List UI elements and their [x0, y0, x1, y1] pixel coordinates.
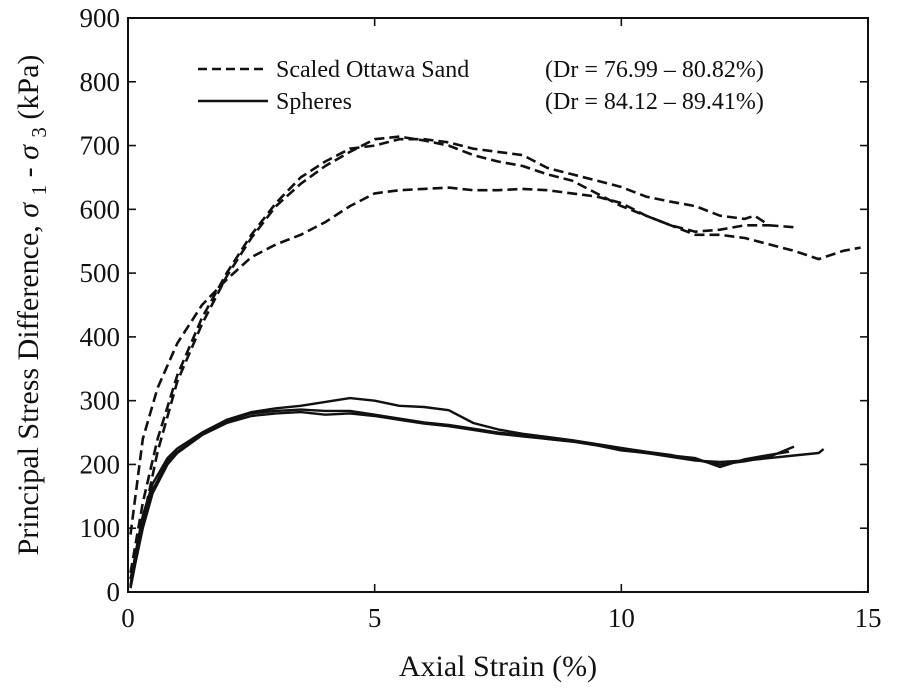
legend-range-spheres: (Dr = 84.12 – 89.41%) — [545, 89, 764, 115]
x-tick-label: 0 — [121, 603, 135, 633]
y-axis-label-prefix: Principal Stress Difference, — [12, 218, 45, 556]
y-axis-label-sub3: 3 — [27, 127, 51, 138]
y-tick-label: 100 — [80, 513, 121, 543]
spheres-series-4 — [129, 408, 790, 588]
y-tick-label: 700 — [80, 131, 121, 161]
y-tick-label: 200 — [80, 449, 121, 479]
plot-frame — [127, 17, 869, 593]
y-tick-label: 800 — [80, 67, 121, 97]
y-axis-label-sigma1: σ — [12, 202, 45, 218]
y-tick-label: 500 — [80, 258, 121, 288]
y-tick-label: 300 — [80, 386, 121, 416]
legend-label-spheres: Spheres — [276, 89, 352, 115]
series-layer — [129, 135, 861, 589]
y-axis-label-unit: (kPa) — [12, 55, 45, 120]
x-axis-label: Axial Strain (%) — [399, 650, 597, 683]
y-tick-label: 900 — [80, 3, 121, 33]
ottawa-sand-series-2 — [129, 135, 770, 580]
ottawa-sand-series-0 — [129, 186, 861, 535]
x-tick-label: 15 — [855, 603, 882, 633]
y-axis-label-sigma3: σ — [12, 144, 45, 160]
spheres-series-5 — [129, 410, 825, 589]
y-tick-label: 0 — [107, 577, 121, 607]
y-axis-label-mid: - — [12, 160, 45, 178]
x-tick-label: 5 — [368, 603, 382, 633]
legend-range-ottawa-sand: (Dr = 76.99 – 80.82%) — [545, 57, 764, 83]
x-tick-label: 10 — [608, 603, 635, 633]
y-axis-label-sub1: 1 — [27, 185, 51, 196]
y-tick-label: 600 — [80, 194, 121, 224]
y-tick-label: 400 — [80, 322, 121, 352]
legend: Scaled Ottawa Sand (Dr = 76.99 – 80.82%)… — [198, 57, 764, 115]
ottawa-sand-series-1 — [129, 137, 795, 574]
ticks-layer: 0 5 10 15 0 100 200 300 400 500 600 700 800 900 — [80, 3, 882, 633]
y-axis-label: Principal Stress Difference, σ 1 - σ 3 (… — [12, 55, 53, 556]
legend-label-ottawa-sand: Scaled Ottawa Sand — [276, 57, 469, 83]
